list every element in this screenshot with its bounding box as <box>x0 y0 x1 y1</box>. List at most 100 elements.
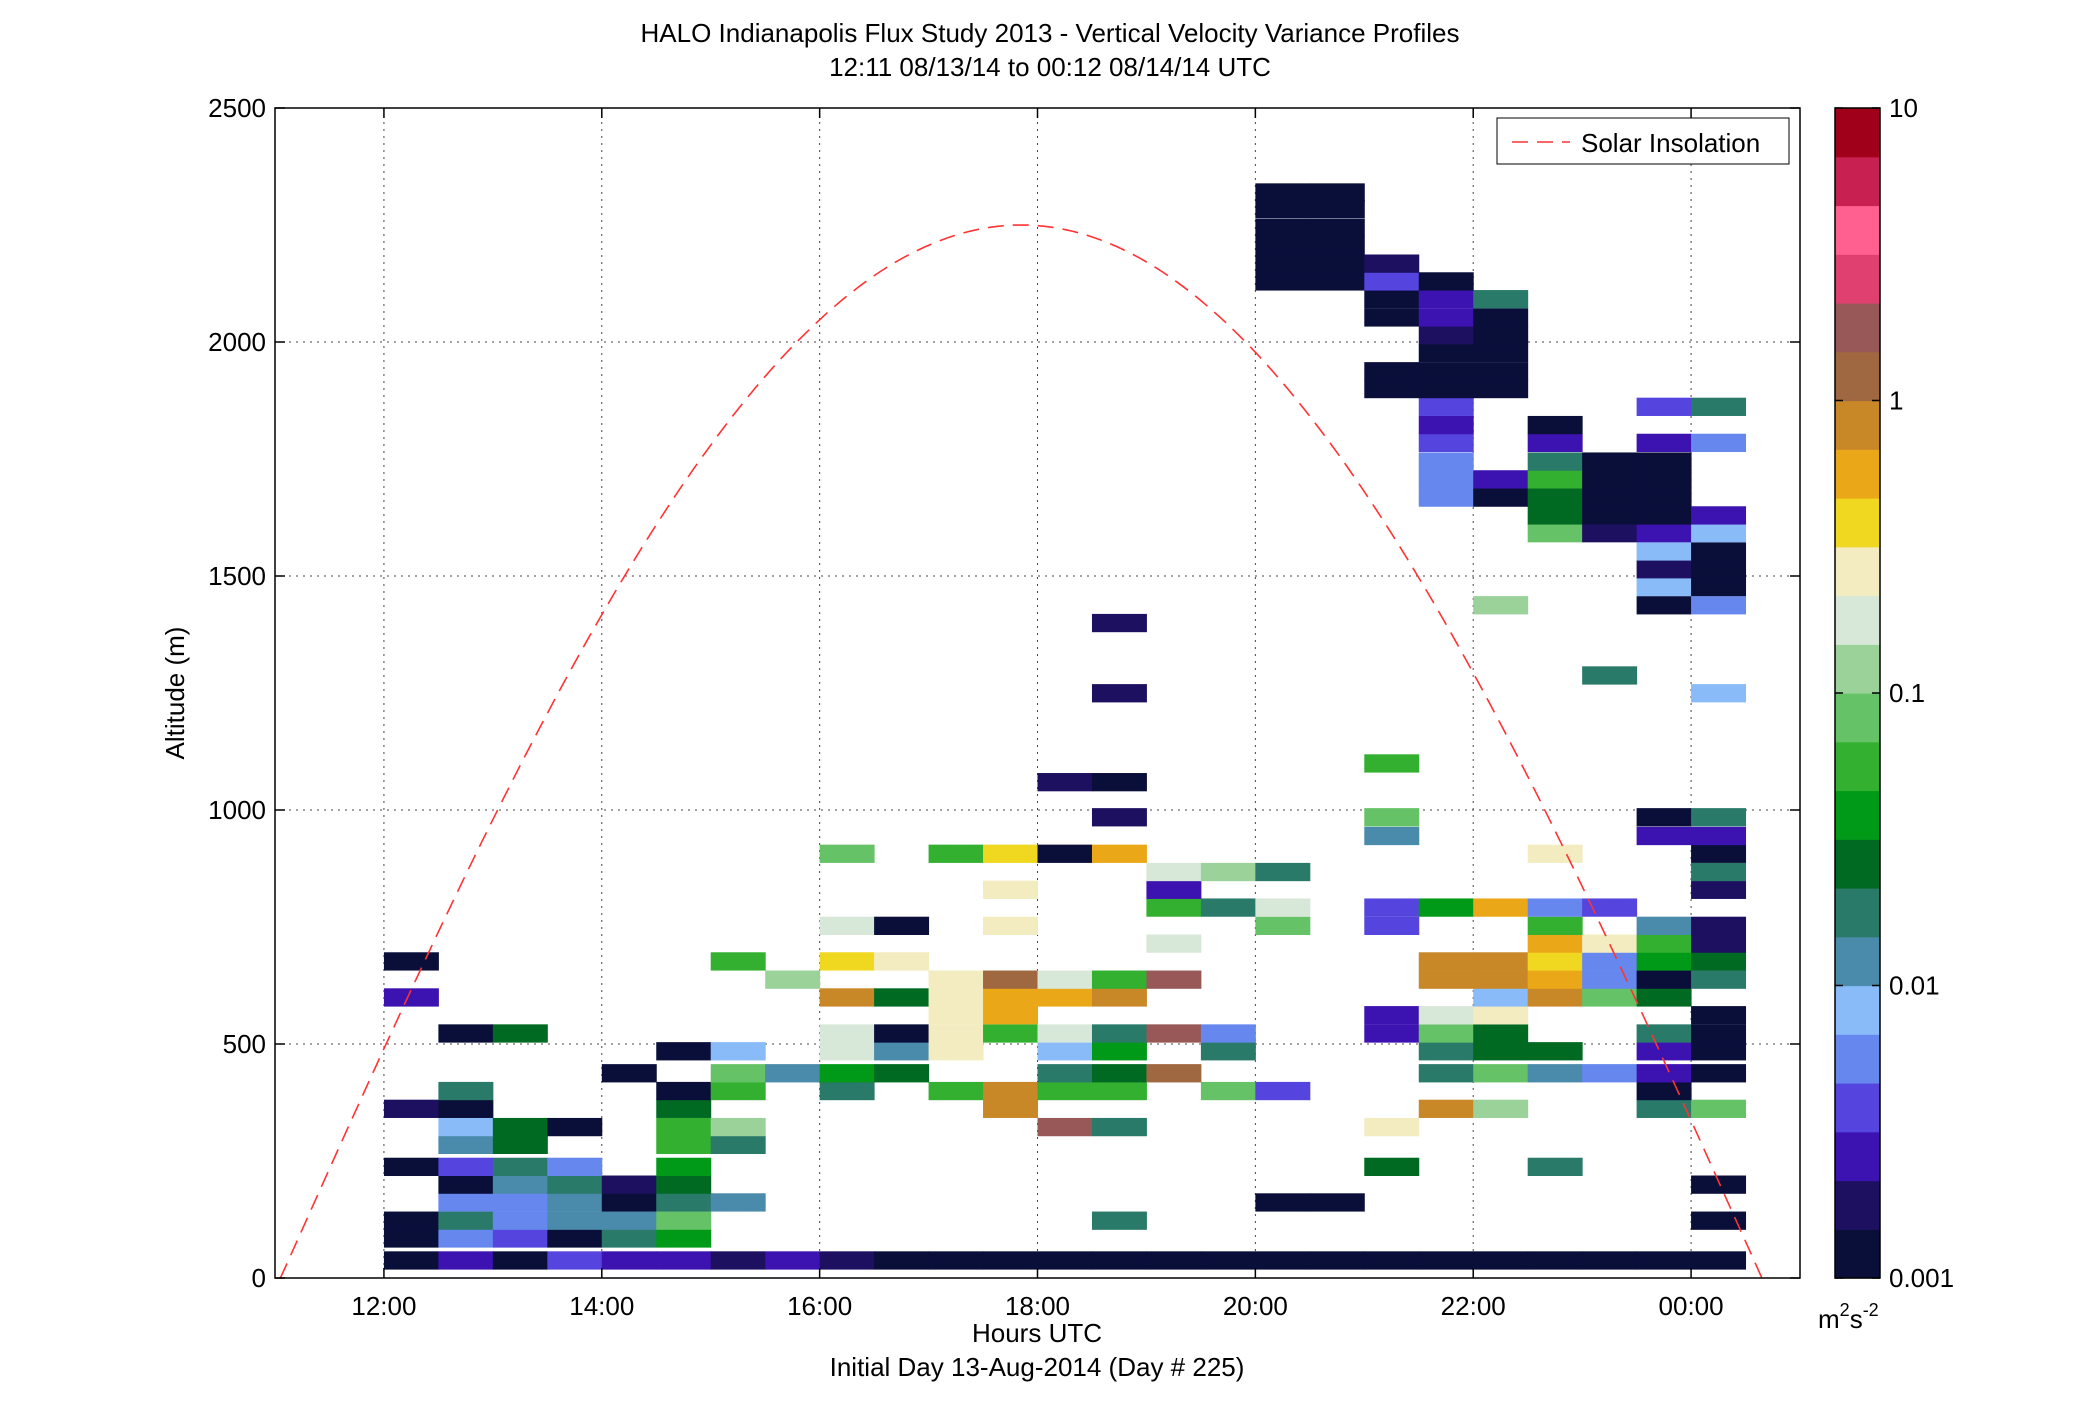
variance-cell <box>1255 1081 1311 1101</box>
variance-cell <box>1473 470 1529 489</box>
variance-cell <box>1691 808 1747 827</box>
variance-cell <box>1691 577 1747 597</box>
legend-box <box>1496 117 1790 165</box>
variance-cell <box>874 916 930 935</box>
variance-cell <box>1691 952 1747 971</box>
variance-cell <box>492 1135 548 1155</box>
variance-cell <box>438 1229 494 1248</box>
variance-cell <box>1473 1099 1529 1118</box>
variance-cell <box>1418 970 1474 989</box>
variance-cell <box>1091 1064 1147 1083</box>
variance-cell <box>1527 988 1583 1007</box>
legend: Solar Insolation <box>1496 117 1790 165</box>
variance-cell <box>1309 1193 1365 1212</box>
variance-cell <box>1091 844 1147 863</box>
variance-cell <box>656 1229 712 1248</box>
variance-cell <box>1091 988 1147 1007</box>
variance-cell <box>1418 470 1474 489</box>
variance-cell <box>819 952 875 971</box>
variance-cell <box>383 1251 439 1270</box>
variance-cell <box>1473 1251 1529 1270</box>
variance-cell <box>383 1211 439 1230</box>
variance-cell <box>819 1081 875 1101</box>
variance-cell <box>710 1193 766 1212</box>
variance-cell <box>1636 1064 1692 1083</box>
variance-cell <box>1364 1251 1420 1270</box>
variance-cell <box>874 1024 930 1043</box>
colorbar-band <box>1835 108 1880 158</box>
x-tick-label: 22:00 <box>1441 1291 1506 1321</box>
variance-cell <box>1582 988 1638 1007</box>
variance-cell <box>438 1211 494 1230</box>
colorbar-band <box>1835 303 1880 353</box>
variance-cell <box>1527 898 1583 917</box>
variance-cell <box>983 844 1038 863</box>
variance-cell <box>1636 970 1692 989</box>
variance-cell <box>928 970 984 989</box>
variance-cell <box>1527 524 1583 543</box>
variance-cell <box>1691 880 1747 899</box>
x-tick-label: 14:00 <box>569 1291 634 1321</box>
colorbar-band <box>1835 693 1880 743</box>
variance-cell <box>547 1157 603 1177</box>
variance-cell <box>1418 1006 1474 1025</box>
variance-cell <box>1527 506 1583 525</box>
variance-cell <box>547 1193 603 1212</box>
variance-cell <box>1037 1064 1093 1083</box>
variance-cell <box>1091 684 1147 703</box>
variance-cell <box>1636 934 1692 953</box>
colorbar-tick-label: 0.1 <box>1889 678 1925 708</box>
variance-cell <box>1309 1251 1365 1270</box>
variance-cell <box>656 1135 712 1155</box>
variance-cell <box>1636 1024 1692 1043</box>
variance-cells <box>383 183 1747 1270</box>
variance-cell <box>1527 1251 1583 1270</box>
variance-cell <box>1364 254 1420 273</box>
variance-cell <box>383 1099 439 1118</box>
variance-cell <box>1146 970 1202 989</box>
variance-cell <box>656 1099 712 1118</box>
variance-cell <box>983 1024 1038 1043</box>
variance-cell <box>492 1157 548 1177</box>
variance-cell <box>492 1024 548 1043</box>
variance-cell <box>1636 506 1692 525</box>
colorbar-tick-label: 1 <box>1889 386 1903 416</box>
variance-cell <box>1691 1175 1747 1194</box>
variance-cell <box>1418 272 1474 291</box>
variance-cell <box>1527 452 1583 471</box>
variance-cell <box>1200 1251 1256 1270</box>
variance-cell <box>928 1006 984 1025</box>
variance-cell <box>1255 898 1311 917</box>
variance-cell <box>765 970 821 989</box>
variance-cell <box>983 1081 1038 1101</box>
solar-insolation-curve <box>279 224 1763 1279</box>
variance-cell <box>1418 343 1474 363</box>
variance-cell <box>1364 1006 1420 1025</box>
variance-cell <box>874 1251 930 1270</box>
variance-cell <box>1091 1024 1147 1043</box>
variance-cell <box>547 1211 603 1230</box>
colorbar-band <box>1835 985 1880 1035</box>
variance-cell <box>601 1193 657 1212</box>
variance-cell <box>492 1175 548 1194</box>
variance-cell <box>1636 560 1692 579</box>
variance-cell <box>438 1251 494 1270</box>
variance-cell <box>1691 506 1747 525</box>
variance-cell <box>547 1229 603 1248</box>
variance-cell <box>1309 183 1365 202</box>
variance-cell <box>492 1117 548 1137</box>
variance-cell <box>1364 808 1420 827</box>
variance-cell <box>1473 988 1529 1007</box>
variance-cell <box>874 952 930 971</box>
variance-cell <box>1255 218 1311 237</box>
variance-cell <box>1091 808 1147 827</box>
colorbar-band <box>1835 156 1880 207</box>
x-tick-label: 16:00 <box>787 1291 852 1321</box>
variance-cell <box>1636 596 1692 615</box>
variance-cell <box>874 1042 930 1061</box>
colorbar-tick-label: 0.01 <box>1889 971 1940 1001</box>
variance-cell <box>1527 952 1583 971</box>
variance-cell <box>819 844 875 863</box>
variance-cell <box>1091 1081 1147 1101</box>
